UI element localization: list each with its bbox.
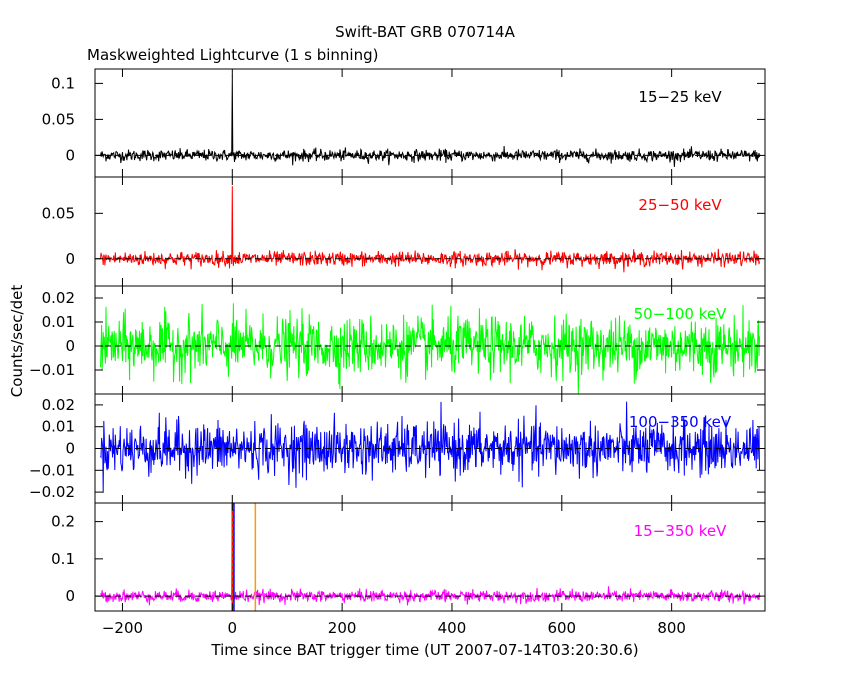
x-axis-label: Time since BAT trigger time (UT 2007-07-… xyxy=(210,641,638,659)
x-tick-label: 800 xyxy=(657,619,686,637)
y-tick-label-panel-4: 0.01 xyxy=(42,418,75,436)
x-tick-label: 0 xyxy=(228,619,238,637)
y-tick-label-panel-2: 0 xyxy=(65,250,75,268)
band-label-panel-2: 25−50 keV xyxy=(638,196,722,214)
x-tick-label: 200 xyxy=(328,619,357,637)
y-tick-label-panel-5: 0.1 xyxy=(51,550,75,568)
x-tick-label: 600 xyxy=(547,619,576,637)
band-label-panel-3: 50−100 keV xyxy=(634,305,727,323)
chart-subtitle: Maskweighted Lightcurve (1 s binning) xyxy=(87,46,378,64)
y-tick-label-panel-4: 0.02 xyxy=(42,396,75,414)
y-tick-label-panel-2: 0.05 xyxy=(42,204,75,222)
y-tick-label-panel-5: 0.2 xyxy=(51,513,75,531)
x-tick-label: 400 xyxy=(438,619,467,637)
y-tick-label-panel-1: 0.1 xyxy=(51,74,75,92)
panel-frame-1 xyxy=(94,68,766,178)
series-line-panel-5 xyxy=(100,502,760,606)
panel-frame-2 xyxy=(94,176,766,287)
series-line-panel-2 xyxy=(100,186,760,273)
y-tick-label-panel-3: −0.01 xyxy=(29,361,75,379)
y-tick-label-panel-3: 0.01 xyxy=(42,313,75,331)
chart-title: Swift-BAT GRB 070714A xyxy=(335,23,515,41)
x-tick-label: −200 xyxy=(102,619,143,637)
y-axis-label: Counts/sec/det xyxy=(8,285,26,398)
series-line-panel-3 xyxy=(100,303,760,394)
band-label-panel-4: 100−350 keV xyxy=(629,413,732,431)
y-tick-label-panel-1: 0.05 xyxy=(42,110,75,128)
y-tick-label-panel-3: 0 xyxy=(65,337,75,355)
series-line-panel-4 xyxy=(100,401,760,493)
y-tick-label-panel-4: −0.01 xyxy=(29,461,75,479)
panel-frame-5 xyxy=(94,502,766,612)
band-label-panel-1: 15−25 keV xyxy=(638,88,722,106)
y-tick-label-panel-1: 0 xyxy=(65,146,75,164)
band-label-panel-5: 15−350 keV xyxy=(634,522,727,540)
y-tick-label-panel-4: −0.02 xyxy=(29,483,75,501)
y-tick-label-panel-5: 0 xyxy=(65,587,75,605)
y-tick-label-panel-3: 0.02 xyxy=(42,289,75,307)
panels-group: 0 0.05 0.1 15−25 keV 0 0.05 25−50 keV −0.01 0 0.0… xyxy=(29,68,766,637)
y-tick-label-panel-4: 0 xyxy=(65,440,75,458)
